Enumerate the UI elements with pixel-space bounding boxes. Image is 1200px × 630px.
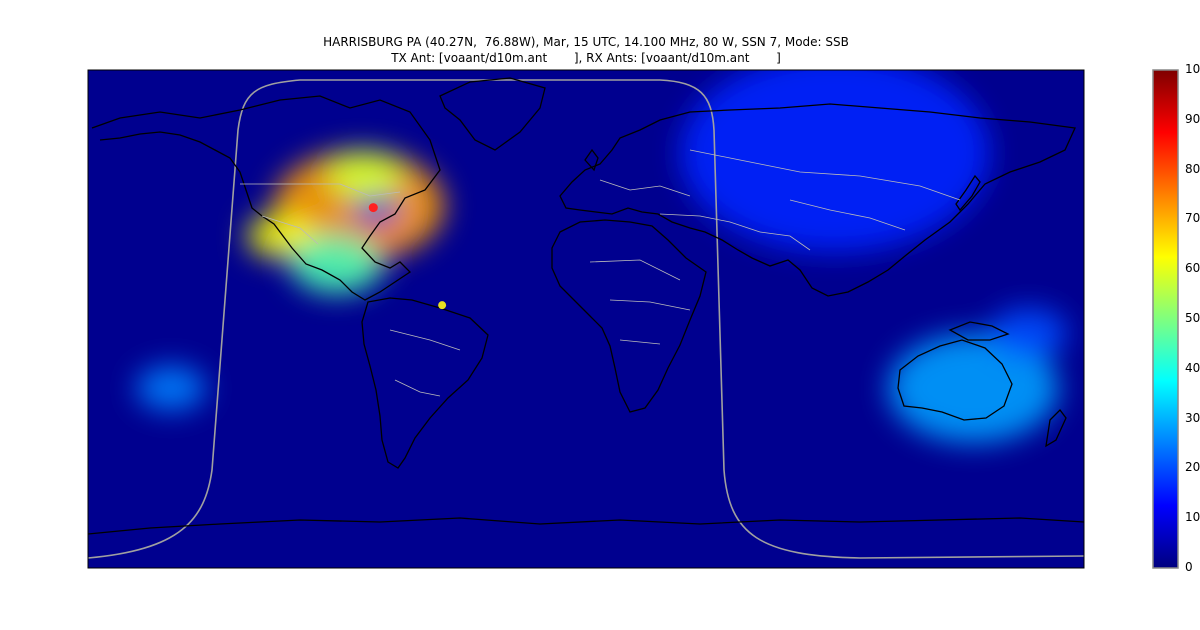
- coastline-africa: [551, 219, 707, 413]
- border-india: [759, 231, 811, 251]
- colorbar-tick-label: 0: [1185, 560, 1193, 574]
- tx-marker: [368, 203, 378, 213]
- border-south-america-1: [389, 329, 461, 351]
- colorbar-tick-label: 30: [1185, 410, 1200, 425]
- colorbar-frame: [1152, 69, 1179, 569]
- colorbar-tick-label: 80: [1185, 161, 1200, 176]
- terminator-line: [88, 79, 1084, 559]
- colorbar-tick-label: 20: [1185, 460, 1200, 475]
- border-africa-2: [609, 299, 691, 311]
- reliability-zone: [325, 150, 404, 201]
- coastline-australia: [897, 339, 1013, 421]
- coastline-new-zealand: [1045, 409, 1067, 448]
- country-borders: [240, 149, 961, 397]
- border-us-canada: [240, 183, 401, 197]
- coastline-north-america: [91, 95, 441, 301]
- colorbar: [1152, 69, 1179, 569]
- coastline-new-guinea: [948, 321, 1010, 341]
- reliability-heatmap: [136, 70, 1068, 443]
- border-china: [789, 199, 906, 231]
- colorbar-tick-label: 50: [1185, 311, 1200, 325]
- map-frame: [87, 69, 1085, 569]
- border-africa-3: [619, 339, 661, 345]
- colorbar-tick-label: 10: [1185, 510, 1200, 525]
- border-russia: [689, 149, 961, 201]
- reliability-zone: [290, 233, 384, 294]
- coastlines: [88, 77, 1084, 535]
- coastline-antarctica: [88, 517, 1084, 535]
- colorbar-tick-label: 90: [1185, 111, 1200, 126]
- colorbar-gradient: [1153, 70, 1178, 568]
- colorbar-tick-label: 70: [1185, 211, 1200, 226]
- border-europe: [599, 179, 691, 197]
- border-us-mexico: [261, 215, 319, 245]
- map-title-line1: HARRISBURG PA (40.27N, 76.88W), Mar, 15 …: [323, 35, 849, 49]
- colorbar-tick-label: 100: [1185, 62, 1200, 76]
- map-title-line2: TX Ant: [voaant/d10m.ant ], RX Ants: [vo…: [391, 51, 781, 65]
- day-night-terminator: [88, 79, 1084, 559]
- coastline-greenland: [439, 77, 546, 151]
- reliability-zone: [680, 70, 990, 253]
- colorbar-tick-label: 40: [1185, 360, 1200, 375]
- coastline-eurasia: [559, 103, 1076, 297]
- coastline-british-isles: [584, 148, 599, 172]
- colorbar-tick-label: 60: [1185, 261, 1200, 276]
- border-africa-1: [589, 259, 681, 281]
- reliability-zone: [136, 365, 206, 411]
- border-south-america-2: [394, 379, 441, 397]
- coastline-japan: [955, 174, 981, 212]
- coastline-south-america: [361, 297, 489, 469]
- reliability-zone: [888, 333, 1059, 443]
- rx-marker: [438, 301, 447, 310]
- reliability-zone: [989, 307, 1068, 358]
- border-middle-east: [659, 213, 761, 233]
